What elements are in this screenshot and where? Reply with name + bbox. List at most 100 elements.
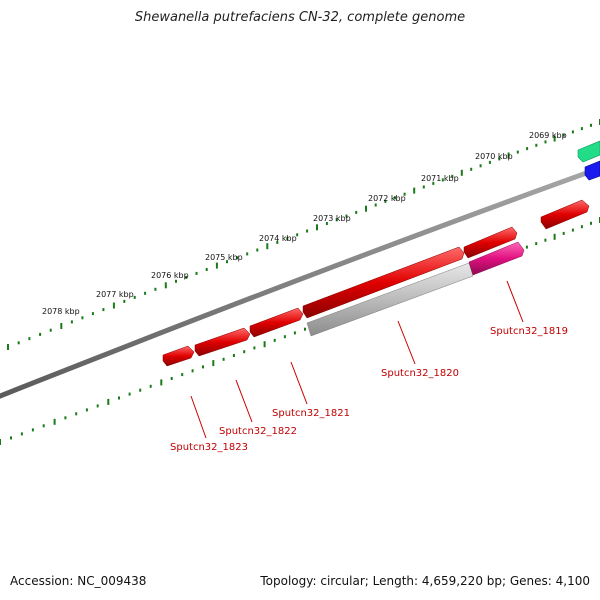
outer-tick	[441, 178, 444, 182]
outer-tick	[507, 152, 510, 159]
gene-arrow-b[interactable]	[463, 226, 518, 259]
outer-tick	[394, 196, 396, 200]
kbp-label-2071: 2071 kbp	[421, 174, 459, 183]
outer-tick	[28, 337, 31, 341]
outer-tick	[205, 268, 208, 271]
outer-tick	[544, 140, 547, 144]
outer-tick	[355, 210, 358, 214]
kbp-labels: 2069 kbp 2070 kbp 2071 kbp 2072 kbp 2073…	[42, 131, 567, 316]
kbp-label-2072: 2072 kbp	[368, 194, 406, 203]
inner-tick	[128, 392, 131, 396]
gene-label-1820[interactable]: Sputcn32_1820	[381, 368, 459, 379]
outer-tick	[316, 224, 318, 231]
gene-feature-green[interactable]	[577, 140, 600, 163]
accession-text: Accession: NC_009438	[10, 574, 147, 588]
outer-tick	[488, 160, 491, 164]
inner-tick	[10, 436, 12, 440]
outer-tick	[7, 344, 9, 350]
outer-tick	[81, 316, 84, 320]
gene-sputcn32-1820-block[interactable]	[306, 262, 474, 337]
outer-tick	[144, 291, 147, 295]
outer-tick	[276, 240, 279, 244]
outer-tick	[286, 237, 289, 241]
genome-backbone	[0, 165, 600, 399]
outer-tick	[102, 308, 105, 312]
outer-tick	[70, 320, 73, 324]
inner-tick	[212, 360, 215, 367]
inner-tick	[42, 424, 45, 428]
inner-tick	[304, 327, 306, 331]
kbp-label-2069: 2069 kbp	[529, 131, 567, 140]
inner-tick	[273, 338, 276, 342]
outer-tick	[460, 169, 463, 176]
outer-tick	[345, 214, 348, 218]
gene-label-1821[interactable]: Sputcn32_1821	[272, 408, 350, 419]
outer-tick	[562, 133, 565, 137]
label-leaders	[190, 280, 524, 439]
gene-labels: Sputcn32_1819 Sputcn32_1820 Sputcn32_182…	[170, 326, 568, 453]
outer-tick	[226, 260, 228, 264]
inner-tick	[580, 225, 583, 229]
gene-arrow-c[interactable]	[302, 246, 465, 319]
outer-tick	[553, 135, 556, 142]
outer-tick	[365, 205, 367, 212]
outer-tick	[236, 256, 239, 260]
gene-label-1819[interactable]: Sputcn32_1819	[490, 326, 568, 337]
inner-tick	[232, 354, 235, 357]
inner-tick	[562, 231, 565, 235]
outer-tick	[195, 271, 198, 275]
outer-tick	[133, 295, 136, 299]
gene-arrow-f[interactable]	[162, 345, 195, 367]
outer-tick	[49, 328, 52, 332]
gene-arrow-e[interactable]	[194, 327, 251, 357]
outer-tick	[154, 287, 157, 291]
outer-tick	[526, 147, 529, 151]
gene-sputcn32-1819-block[interactable]	[468, 241, 525, 276]
outer-tick	[17, 341, 20, 345]
kbp-label-2073: 2073 kbp	[313, 214, 351, 223]
inner-tick	[571, 228, 574, 232]
outer-tick	[403, 192, 406, 196]
outer-tick	[164, 282, 167, 289]
inner-tick	[139, 388, 142, 392]
inner-tick	[535, 242, 538, 246]
outer-tick	[175, 279, 177, 283]
inner-tick	[263, 341, 266, 348]
inner-tick	[149, 384, 152, 388]
gene-arrow-d[interactable]	[249, 307, 304, 338]
gene-feature-blue[interactable]	[584, 160, 600, 181]
outer-tick	[571, 130, 574, 134]
kbp-label-2076: 2076 kbp	[151, 271, 189, 280]
gene-label-1823[interactable]: Sputcn32_1823	[170, 442, 248, 453]
kbp-label-2075: 2075 kbp	[205, 253, 243, 262]
outer-tick	[266, 243, 269, 250]
inner-tick	[191, 369, 194, 373]
outer-tick	[413, 187, 416, 194]
outer-tick	[451, 174, 454, 178]
gene-label-1822[interactable]: Sputcn32_1822	[219, 426, 297, 437]
inner-tick	[293, 331, 296, 335]
inner-tick	[253, 346, 256, 350]
outer-tick	[296, 233, 299, 237]
outer-tick	[580, 127, 583, 131]
inner-tick	[53, 418, 56, 425]
inner-tick	[243, 350, 246, 354]
inner-tick	[75, 412, 78, 416]
outer-tick	[123, 299, 126, 303]
outer-tick	[535, 143, 538, 147]
outer-tick	[246, 252, 249, 256]
genome-summary-text: Topology: circular; Length: 4,659,220 bp…	[260, 574, 590, 588]
map-title: Shewanella putrefaciens CN-32, complete …	[134, 10, 466, 25]
inner-tick	[118, 396, 120, 400]
inner-tick	[85, 408, 88, 412]
outer-tick	[470, 167, 473, 171]
inner-tick	[202, 365, 204, 369]
leader-1822	[235, 379, 253, 423]
outer-tick	[112, 302, 115, 309]
gene-arrow-a[interactable]	[540, 199, 590, 230]
outer-tick	[256, 248, 259, 252]
inner-tick	[20, 432, 23, 436]
kbp-label-2078: 2078 kbp	[42, 307, 80, 316]
inner-tick	[170, 377, 173, 380]
